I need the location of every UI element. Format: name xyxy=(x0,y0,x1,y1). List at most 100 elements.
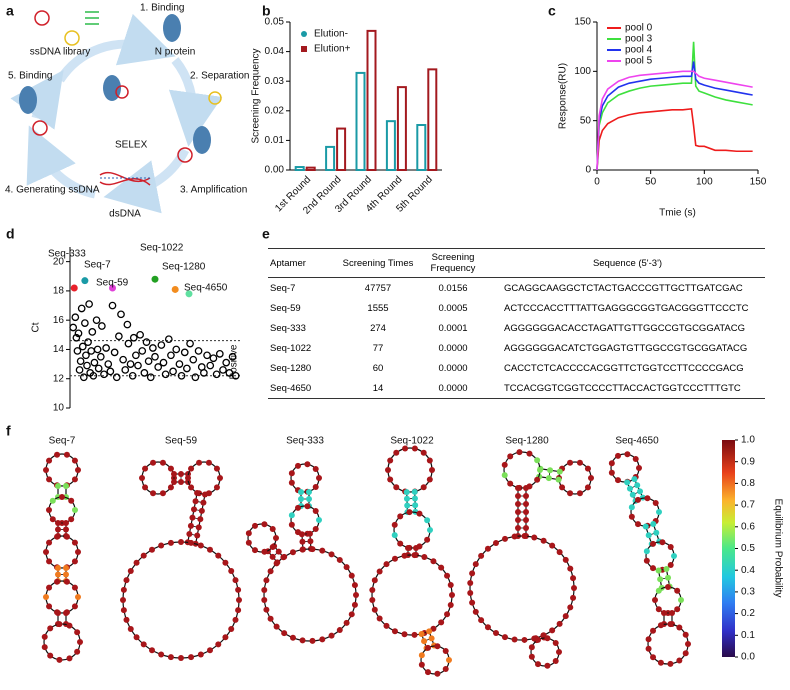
nucleotide xyxy=(501,535,508,542)
nucleotide xyxy=(49,497,56,504)
nucleotide xyxy=(71,457,78,464)
colorbar-tick-label: 0.6 xyxy=(741,521,755,532)
table-cell: AGGGGGGACACCTAGATTGTTGGCCGTGCGGATACG xyxy=(504,322,746,334)
nucleotide xyxy=(567,604,574,611)
nucleotide xyxy=(288,479,295,486)
nucleotide xyxy=(72,507,78,513)
nucleotide xyxy=(535,661,541,668)
nucleotide xyxy=(427,527,433,533)
nucleotide xyxy=(41,644,48,651)
bar xyxy=(294,166,305,171)
nucleotide xyxy=(493,539,499,546)
legend-marker xyxy=(301,31,307,37)
nucleotide xyxy=(655,587,662,594)
nucleotide xyxy=(472,561,479,568)
point-label: Seq-333 xyxy=(48,249,86,260)
nucleotide xyxy=(142,484,149,491)
nucleotide xyxy=(298,531,305,538)
nucleotide xyxy=(288,512,295,519)
nucleotide xyxy=(289,549,296,556)
colorbar-tick-label: 1.0 xyxy=(741,435,755,446)
x-tick-label: 0 xyxy=(594,177,600,188)
point xyxy=(112,373,121,382)
structure xyxy=(41,451,83,663)
nucleotide xyxy=(159,490,166,497)
colorbar-tick-label: 0.7 xyxy=(741,500,755,511)
y-tick-label: 14 xyxy=(53,344,65,355)
nucleotide xyxy=(343,564,350,571)
annotation: Positive xyxy=(229,344,240,379)
diagram-text: 3. Amplification xyxy=(180,185,247,196)
point xyxy=(110,348,119,357)
table-cell: AGGGGGGACATCTGGAGTGTTGGCCGTGCGGATACG xyxy=(504,342,748,354)
nucleotide xyxy=(306,530,313,537)
nucleotide xyxy=(397,540,404,547)
nucleotide xyxy=(328,551,335,558)
bar xyxy=(416,124,427,172)
point xyxy=(117,310,125,319)
nucleotide xyxy=(624,479,631,486)
nucleotide xyxy=(644,495,651,502)
point xyxy=(126,360,135,368)
x-axis-label: Tmie (s) xyxy=(659,208,696,219)
table-cell: ACTCCCACCTTTATTGAGGGCGGTGACGGGTTCCCTC xyxy=(504,302,749,314)
nucleotide xyxy=(298,489,304,495)
nucleotide xyxy=(273,535,279,541)
table-cell: Seq-4650 xyxy=(268,378,340,399)
nucleotide xyxy=(197,516,204,523)
nucleotide xyxy=(74,629,81,636)
nucleotide xyxy=(306,489,312,495)
point xyxy=(219,366,227,374)
nucleotide xyxy=(312,483,319,490)
point xyxy=(129,333,138,342)
colorbar-tick-label: 0.1 xyxy=(741,630,755,641)
nucleotide xyxy=(263,577,270,584)
nucleotide xyxy=(127,626,134,632)
nucleotide xyxy=(195,524,202,531)
nucleotide xyxy=(657,576,664,583)
header-cell: Screening Times xyxy=(340,248,416,278)
nucleotide xyxy=(43,467,49,473)
nucleotide xyxy=(556,549,563,556)
x-tick-label: 150 xyxy=(750,177,767,188)
nucleotide xyxy=(269,543,276,550)
nucleotide xyxy=(215,641,222,648)
table-row: Seq-1022 77 0.0000 AGGGGGGACATCTGGAGTGTTGGC… xyxy=(268,338,765,358)
nucleotide xyxy=(140,641,147,648)
point xyxy=(149,344,157,352)
nucleotide xyxy=(197,542,204,549)
diagram-text: 1. Binding xyxy=(140,3,184,14)
bar xyxy=(355,71,366,171)
nucleotide xyxy=(430,625,437,632)
y-tick-label: 0.03 xyxy=(265,76,285,87)
point xyxy=(203,351,211,360)
nucleotide xyxy=(635,496,641,503)
nucleotide xyxy=(556,649,562,655)
nucleotide xyxy=(655,567,662,574)
point-label: Seq-59 xyxy=(96,278,129,289)
nucleotide xyxy=(261,596,268,603)
nucleotide xyxy=(678,597,684,603)
nucleotide xyxy=(120,586,127,593)
nucleotide xyxy=(55,526,61,533)
nucleotide xyxy=(369,597,376,604)
nucleotide xyxy=(667,544,674,551)
diagram-text: 4. Generating ssDNA xyxy=(5,185,100,196)
nucleotide xyxy=(178,655,184,661)
nucleotide xyxy=(447,601,454,608)
nucleotide xyxy=(74,648,81,655)
nucleotide xyxy=(295,504,301,511)
table-cell: 0.0005 xyxy=(438,302,468,314)
nucleotide xyxy=(523,501,529,507)
point xyxy=(74,329,83,338)
legend-label: pool 5 xyxy=(625,56,653,67)
nucleotide xyxy=(534,476,541,483)
point xyxy=(124,339,133,348)
legend-label: pool 3 xyxy=(625,34,653,45)
selex-icons xyxy=(19,10,222,186)
point xyxy=(119,355,127,364)
nucleotide xyxy=(56,621,63,628)
nucleotide xyxy=(139,475,145,481)
point xyxy=(96,352,105,361)
nucleotide xyxy=(544,635,551,642)
